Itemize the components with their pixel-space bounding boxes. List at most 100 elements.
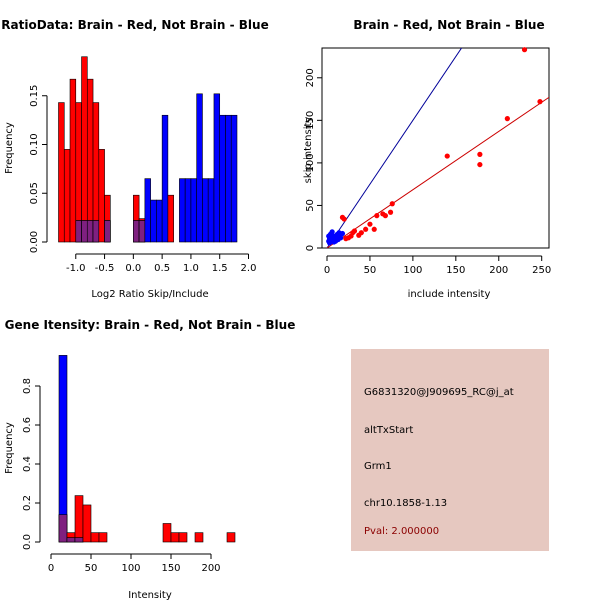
ratio-hist-bar-overlap: [81, 220, 88, 243]
intensity-hist-bar-brain: [74, 495, 84, 543]
scatter-point-not-brain: [330, 234, 336, 240]
event-type-text: altTxStart: [364, 425, 414, 436]
scatter-x-tick-label: 200: [489, 265, 508, 276]
ratio-hist-y-tick-label: 0.15: [29, 85, 40, 107]
intensity-hist-bar-overlap: [58, 514, 68, 543]
scatter-y-tick-label: 150: [305, 111, 316, 130]
ratio-hist-bar-brain: [63, 149, 71, 243]
ratio-hist-bar-brain: [98, 149, 105, 243]
ratio-hist-x-tick-label: 1.0: [183, 263, 199, 274]
ratio-hist-ylabel: Frequency: [4, 122, 15, 174]
scatter-ylabel: skip intensity: [303, 117, 314, 184]
scatter-point-not-brain: [338, 235, 344, 241]
intensity-hist-y-tick-label: 0.4: [22, 456, 33, 472]
scatter-point-brain: [387, 209, 394, 215]
intensity-hist-x-tick-label: 200: [201, 563, 220, 574]
gene-name-text: Grm1: [364, 461, 392, 472]
intensity-hist-ylabel: Frequency: [4, 422, 15, 474]
ratio-hist-bar-overlap: [92, 220, 100, 243]
intensity-hist-bar-brain: [226, 532, 236, 543]
ratio-hist-bar-brain: [167, 194, 174, 243]
ratio-hist-bar-brain: [86, 78, 94, 243]
intensity-hist-x-tick-label: 0: [48, 563, 54, 574]
ratio-hist-bar-not-brain: [207, 178, 215, 243]
ratio-hist-x-tick-label: 0.0: [125, 263, 141, 274]
intensity-histogram-panel: Gene Itensity: Brain - Red, Not Brain - …: [4, 318, 295, 600]
intensity-hist-xlabel: Intensity: [128, 590, 172, 600]
ratio-hist-bar-not-brain: [184, 178, 192, 243]
scatter-point-brain: [339, 214, 346, 220]
scatter-panel: Brain - Red, Not Brain - Blue 0 50 100 150 2…: [303, 18, 551, 300]
ratio-hist-bar-not-brain: [225, 114, 232, 243]
scatter-fit-line-blue: [326, 48, 463, 248]
scatter-point-brain: [374, 213, 380, 219]
scatter-plot-box: [321, 47, 550, 249]
scatter-x-tick-label: 50: [364, 265, 377, 276]
intensity-hist-bar-not-brain: [58, 355, 68, 543]
scatter-y-tick-label: 100: [305, 153, 316, 172]
ratio-hist-bar-not-brain: [150, 199, 157, 243]
scatter-y-tick-label: 50: [305, 199, 316, 212]
ratio-hist-bar-not-brain: [156, 199, 163, 243]
scatter-point-brain: [521, 47, 528, 53]
ratio-hist-bar-overlap: [75, 220, 82, 243]
intensity-hist-bar-brain: [98, 532, 108, 543]
scatter-point-brain: [343, 236, 349, 242]
ratio-hist-bar-not-brain: [161, 114, 169, 243]
intensity-hist-bar-brain: [82, 504, 92, 543]
ratio-hist-bar-overlap: [133, 220, 140, 243]
intensity-hist-x-tick-label: 150: [161, 563, 180, 574]
scatter-point-brain: [371, 226, 377, 232]
intensity-hist-bar-brain: [194, 532, 204, 543]
ratio-hist-bar-not-brain: [179, 178, 186, 243]
ratio-hist-xlabel: Log2 Ratio Skip/Include: [91, 289, 208, 300]
ratio-hist-x-tick-label: -1.0: [66, 263, 86, 274]
ratio-hist-x-tick-label: 2.0: [241, 263, 257, 274]
scatter-y-tick-label: 0: [305, 245, 316, 251]
scatter-point-brain: [356, 232, 362, 238]
ratio-hist-bar-not-brain: [190, 178, 197, 243]
scatter-axes: 0 50 100 150 200 250 0 50 100 150 200: [305, 68, 551, 276]
ratio-hist-bar-brain: [58, 102, 65, 243]
intensity-hist-title: Gene Itensity: Brain - Red, Not Brain - …: [5, 318, 296, 332]
scatter-point-brain: [367, 221, 373, 227]
scatter-points: [326, 47, 543, 246]
scatter-point-brain: [444, 153, 450, 159]
ratio-hist-x-tick-label: 0.5: [154, 263, 170, 274]
intensity-hist-bar-brain: [170, 532, 180, 543]
ratio-hist-x-tick-label: -0.5: [95, 263, 115, 274]
ratio-hist-bar-brain: [69, 78, 77, 243]
intensity-hist-x-tick-label: 100: [121, 563, 140, 574]
ratio-hist-bars: [58, 56, 238, 243]
scatter-point-brain: [537, 99, 543, 105]
gene-info-panel: G6831320@J909695_RC@j_at altTxStart Grm1…: [351, 349, 549, 551]
chromosome-location-text: chr10.1858-1.13: [364, 498, 448, 509]
ratio-hist-bar-overlap: [86, 220, 94, 243]
scatter-x-tick-label: 250: [532, 265, 551, 276]
ratio-hist-bar-not-brain: [202, 178, 209, 243]
scatter-point-brain: [363, 226, 369, 232]
pvalue-text: Pval: 2.000000: [364, 526, 440, 537]
intensity-hist-bar-overlap: [74, 537, 84, 543]
ratio-hist-y-tick-label: 0.00: [29, 231, 40, 253]
scatter-fit-line-red: [326, 96, 549, 248]
ratio-hist-bar-not-brain: [196, 93, 203, 243]
intensity-hist-axes: 0 50 100 150 200 0.0 0.2 0.4 0.6 0.8: [22, 378, 221, 574]
ratio-hist-bar-not-brain: [144, 178, 151, 243]
intensity-hist-bar-brain: [90, 532, 100, 543]
intensity-hist-bar-overlap: [66, 537, 76, 543]
scatter-x-tick-label: 0: [324, 265, 330, 276]
scatter-point-brain: [477, 161, 483, 168]
ratio-hist-axes: -1.0 -0.5 0.0 0.5 1.0 1.5 2.0 0.00 0.05 0.10 0.15: [29, 85, 256, 274]
intensity-hist-x-tick-label: 50: [85, 563, 98, 574]
ratio-hist-bar-brain: [81, 56, 88, 243]
intensity-hist-y-tick-label: 0.8: [22, 378, 33, 394]
intensity-hist-y-tick-label: 0.2: [22, 495, 33, 511]
probe-id-text: G6831320@J909695_RC@j_at: [364, 387, 514, 398]
scatter-point-brain: [477, 151, 483, 157]
intensity-hist-bars: [58, 355, 236, 543]
scatter-title: Brain - Red, Not Brain - Blue: [353, 18, 544, 32]
ratio-hist-bar-not-brain: [213, 93, 221, 243]
scatter-point-brain: [350, 230, 356, 236]
